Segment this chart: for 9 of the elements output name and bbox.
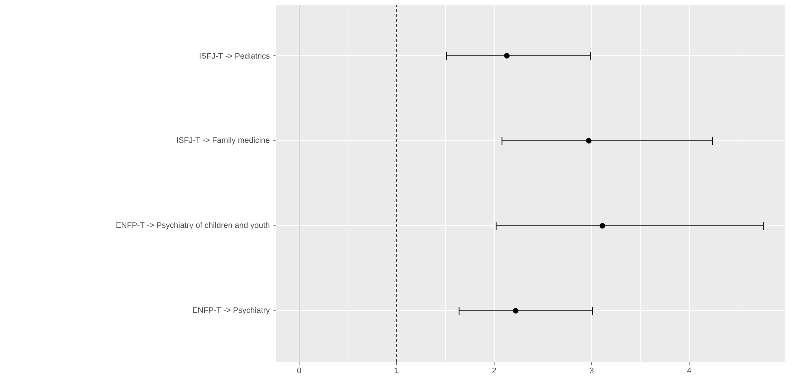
x-tick-label: 4 xyxy=(687,368,692,374)
y-tick-label: ENFP-T -> Psychiatry of children and youth xyxy=(116,222,270,230)
y-tick-label: ENFP-T -> Psychiatry xyxy=(193,307,270,315)
x-tick-label: 2 xyxy=(492,368,496,374)
x-tick-label: 1 xyxy=(395,368,399,374)
x-tick-label: 3 xyxy=(590,368,594,374)
x-tick-label: 0 xyxy=(297,368,302,374)
y-tick-label: ISFJ-T -> Family medicine xyxy=(177,137,270,145)
y-tick-label: ISFJ-T -> Pediatrics xyxy=(200,53,270,59)
